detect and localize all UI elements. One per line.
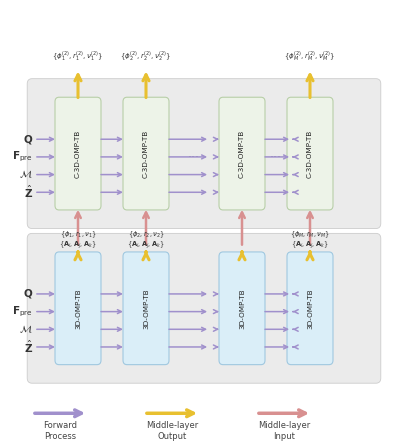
Text: $\{\phi_2,r_2,\nu_2\}$: $\{\phi_2,r_2,\nu_2\}$ — [128, 229, 164, 240]
Text: $\{\mathbf{A}_i,\mathbf{A}_j,\mathbf{A}_k\}$: $\{\mathbf{A}_i,\mathbf{A}_j,\mathbf{A}_… — [291, 240, 329, 251]
Text: 3D-OMP-TB: 3D-OMP-TB — [239, 288, 245, 328]
FancyBboxPatch shape — [287, 97, 333, 210]
Text: 3D-OMP-TB: 3D-OMP-TB — [75, 288, 81, 328]
Text: $\mathcal{M}$: $\mathcal{M}$ — [19, 324, 33, 335]
Text: $\{\phi_1,r_1,\nu_1\}$: $\{\phi_1,r_1,\nu_1\}$ — [60, 229, 96, 240]
Text: $\mathbf{F}_{\mathrm{pre}}$: $\mathbf{F}_{\mathrm{pre}}$ — [12, 150, 33, 164]
Text: 3D-OMP-TB: 3D-OMP-TB — [143, 288, 149, 328]
FancyBboxPatch shape — [287, 252, 333, 365]
Text: ...: ... — [270, 147, 282, 160]
FancyBboxPatch shape — [55, 97, 101, 210]
Text: $\mathcal{M}$: $\mathcal{M}$ — [19, 169, 33, 180]
Text: $\{\phi_1^{(2)},r_1^{(2)},\nu_1^{(2)}\}$: $\{\phi_1^{(2)},r_1^{(2)},\nu_1^{(2)}\}$ — [52, 50, 104, 64]
Text: Forward
Process: Forward Process — [43, 421, 77, 441]
Text: Middle-layer
Output: Middle-layer Output — [146, 421, 198, 441]
Text: $\mathbf{Q}$: $\mathbf{Q}$ — [22, 133, 33, 146]
FancyBboxPatch shape — [123, 252, 169, 365]
Text: C-3D-OMP-TB: C-3D-OMP-TB — [239, 130, 245, 178]
Text: $\{\mathbf{A}_i,\mathbf{A}_j,\mathbf{A}_k\}$: $\{\mathbf{A}_i,\mathbf{A}_j,\mathbf{A}_… — [127, 240, 165, 251]
Text: 3D-OMP-TB: 3D-OMP-TB — [307, 288, 313, 328]
Text: C-3D-OMP-TB: C-3D-OMP-TB — [143, 130, 149, 178]
Text: $\{\phi_M^{(2)},r_M^{(2)},\nu_M^{(2)}\}$: $\{\phi_M^{(2)},r_M^{(2)},\nu_M^{(2)}\}$ — [284, 50, 336, 64]
FancyBboxPatch shape — [219, 252, 265, 365]
FancyBboxPatch shape — [219, 97, 265, 210]
Text: $\mathbf{Q}$: $\mathbf{Q}$ — [22, 287, 33, 301]
FancyBboxPatch shape — [27, 233, 381, 383]
Text: C-3D-OMP-TB: C-3D-OMP-TB — [75, 130, 81, 178]
Text: $\{\phi_2^{(2)},r_2^{(2)},\nu_2^{(2)}\}$: $\{\phi_2^{(2)},r_2^{(2)},\nu_2^{(2)}\}$ — [120, 50, 172, 64]
Text: $\mathbf{F}_{\mathrm{pre}}$: $\mathbf{F}_{\mathrm{pre}}$ — [12, 305, 33, 319]
Text: Middle-layer
Input: Middle-layer Input — [258, 421, 310, 441]
Text: C-3D-OMP-TB: C-3D-OMP-TB — [307, 130, 313, 178]
Text: $\hat{\mathbf{Z}}$: $\hat{\mathbf{Z}}$ — [24, 339, 33, 355]
FancyBboxPatch shape — [55, 252, 101, 365]
Text: $\{\mathbf{A}_i,\mathbf{A}_j,\mathbf{A}_k\}$: $\{\mathbf{A}_i,\mathbf{A}_j,\mathbf{A}_… — [59, 240, 97, 251]
Text: $\{\phi_M,r_M,\nu_M\}$: $\{\phi_M,r_M,\nu_M\}$ — [290, 229, 330, 240]
Text: $\hat{\mathbf{Z}}$: $\hat{\mathbf{Z}}$ — [24, 184, 33, 200]
Text: ...: ... — [188, 302, 200, 315]
FancyBboxPatch shape — [27, 79, 381, 229]
Text: ...: ... — [188, 147, 200, 160]
Text: ...: ... — [270, 302, 282, 315]
FancyBboxPatch shape — [123, 97, 169, 210]
